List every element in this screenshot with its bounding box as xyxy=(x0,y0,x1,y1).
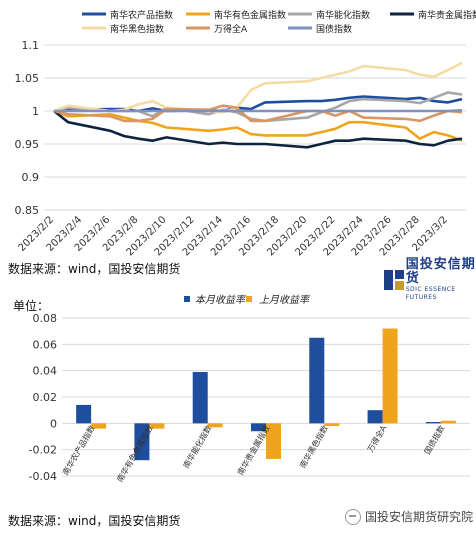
x-category-label: 国债指数 xyxy=(422,423,447,456)
series-line xyxy=(54,109,463,113)
bar xyxy=(134,423,150,461)
series-line xyxy=(53,109,463,149)
wechat-icon xyxy=(345,508,361,525)
legend-label: 国债指数 xyxy=(316,23,352,35)
watermark: 国投安信期货研究院 xyxy=(345,508,473,525)
y-tick-label: 0.9 xyxy=(22,171,40,184)
y-tick-label: -0.04 xyxy=(29,470,57,483)
y-tick-label: -0.02 xyxy=(29,444,57,457)
y-tick-label: 1.05 xyxy=(15,72,40,85)
legend-label: 南华农产品指数 xyxy=(110,9,173,21)
y-tick-label: 1.1 xyxy=(22,39,40,52)
legend-item: 南华有色金属指数 xyxy=(186,9,286,21)
bar xyxy=(149,423,165,429)
x-category-label: 南华黑色指数 xyxy=(297,423,330,470)
legend-label: 南华黑色指数 xyxy=(110,23,164,35)
company-logo: 国投安信期货 SDIC ESSENCE FUTURES xyxy=(384,258,476,302)
bar xyxy=(207,423,223,428)
logo-icon xyxy=(384,270,404,290)
y-tick-label: 0.04 xyxy=(33,365,58,378)
data-source-note-top: 数据来源：wind，国投安信期货 xyxy=(8,262,181,276)
y-tick-label: 0.95 xyxy=(15,138,40,151)
legend-item: 南华黑色指数 xyxy=(82,23,164,35)
bar-chart-unit-label: 单位： xyxy=(13,299,50,313)
legend-item: 南华贵金属指数 xyxy=(390,9,476,21)
data-source-note-bottom: 数据来源：wind，国投安信期货 xyxy=(8,514,181,528)
series-line xyxy=(53,61,463,114)
legend-label: 万得全A xyxy=(214,23,248,35)
legend-item: 南华能化指数 xyxy=(288,9,370,21)
logo-name-cn: 国投安信期货 xyxy=(405,257,476,286)
bar-chart: 本月收益率 上月收益率-0.04-0.0200.020.040.060.08南华农… xyxy=(29,294,470,484)
legend-label: 南华有色金属指数 xyxy=(214,9,286,21)
series-line xyxy=(53,104,463,123)
y-tick-label: 0.85 xyxy=(15,204,40,217)
legend-label: 南华贵金属指数 xyxy=(418,9,476,21)
bar xyxy=(382,328,398,424)
bar xyxy=(324,423,340,426)
legend-swatch xyxy=(184,296,190,302)
x-category-label: 南华能化指数 xyxy=(181,423,214,470)
legend-swatch xyxy=(246,296,252,302)
bar xyxy=(425,422,441,424)
y-tick-label: 1 xyxy=(32,105,39,118)
legend-item: 上月收益率 xyxy=(246,294,311,306)
series-line xyxy=(53,109,463,142)
y-tick-label: 0.02 xyxy=(33,391,58,404)
legend-item: 万得全A xyxy=(186,23,248,35)
bar xyxy=(309,337,325,424)
legend-label: 本月收益率 xyxy=(195,294,247,306)
y-tick-label: 0.06 xyxy=(33,338,58,351)
legend-item: 本月收益率 xyxy=(184,294,247,306)
bar xyxy=(251,423,266,432)
y-tick-label: 0 xyxy=(50,417,57,430)
bar xyxy=(440,420,456,424)
bar xyxy=(367,410,383,424)
logo-name-en: SDIC ESSENCE FUTURES xyxy=(405,286,456,301)
bar xyxy=(192,371,208,424)
bar xyxy=(266,423,281,459)
y-tick-label: 0.08 xyxy=(33,312,58,325)
legend-label: 南华能化指数 xyxy=(316,9,370,21)
bar xyxy=(76,404,92,424)
watermark-text: 国投安信期货研究院 xyxy=(365,510,474,524)
bar xyxy=(91,423,107,429)
legend-label: 上月收益率 xyxy=(259,294,311,306)
legend-item: 南华农产品指数 xyxy=(82,9,173,21)
legend-item: 国债指数 xyxy=(288,23,352,35)
series-line xyxy=(53,95,463,113)
